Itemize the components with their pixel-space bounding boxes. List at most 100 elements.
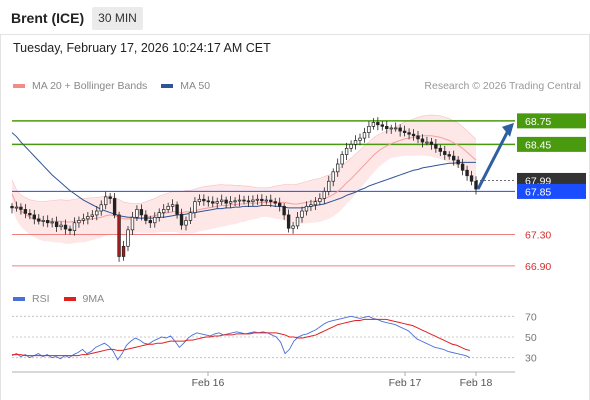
candle bbox=[385, 126, 389, 130]
price-legend: MA 20 + Bollinger Bands MA 50 bbox=[13, 80, 224, 92]
legend-label: 9MA bbox=[82, 293, 105, 305]
candle bbox=[255, 198, 260, 201]
support-label-66.90: 66.90 bbox=[525, 261, 551, 273]
candle bbox=[68, 228, 72, 231]
candle bbox=[162, 209, 166, 213]
candle bbox=[59, 224, 63, 228]
candle bbox=[81, 218, 86, 221]
x-tick-label: Feb 18 bbox=[460, 377, 493, 389]
candle bbox=[139, 209, 144, 216]
resistance-label-68.75: 68.75 bbox=[525, 116, 551, 128]
candle bbox=[46, 220, 50, 224]
candle bbox=[251, 199, 255, 202]
header-divider bbox=[0, 34, 590, 35]
ma50-swatch bbox=[161, 84, 174, 88]
candle bbox=[340, 154, 344, 165]
candle bbox=[362, 132, 367, 139]
candle bbox=[10, 205, 14, 209]
candle bbox=[90, 214, 94, 217]
candle bbox=[376, 122, 380, 126]
candle bbox=[130, 216, 135, 231]
candle bbox=[264, 199, 268, 202]
candle bbox=[300, 210, 304, 218]
candle bbox=[197, 198, 202, 202]
candle bbox=[157, 212, 161, 218]
chart-header: Brent (ICE) 30 MIN bbox=[0, 0, 590, 34]
instrument-title: Brent (ICE) bbox=[11, 10, 85, 26]
rsi-tick-50: 50 bbox=[525, 332, 537, 344]
rsi-line bbox=[11, 315, 471, 361]
resistance-tag-68.75 bbox=[517, 113, 586, 129]
candle bbox=[434, 144, 438, 149]
candle bbox=[220, 199, 224, 202]
candle bbox=[420, 138, 425, 143]
candle bbox=[126, 229, 130, 247]
candle bbox=[371, 122, 376, 127]
candle bbox=[349, 144, 353, 149]
candle bbox=[193, 201, 197, 213]
bollinger-band-area bbox=[12, 114, 476, 244]
candle bbox=[242, 199, 246, 202]
candle bbox=[327, 180, 331, 192]
candle bbox=[358, 137, 362, 141]
candle bbox=[460, 163, 465, 171]
candle bbox=[331, 171, 335, 182]
candle bbox=[389, 127, 393, 130]
support-label-67.30: 67.30 bbox=[525, 230, 551, 242]
left-border bbox=[0, 34, 1, 400]
candle bbox=[135, 209, 139, 218]
candle bbox=[291, 225, 295, 229]
pivot-label: 67.85 bbox=[525, 186, 551, 198]
candle bbox=[282, 205, 286, 216]
rsi-tick-30: 30 bbox=[525, 353, 537, 365]
rsi-swatch bbox=[13, 297, 25, 301]
candle bbox=[72, 222, 77, 231]
candle bbox=[77, 220, 81, 224]
timeframe-badge[interactable]: 30 MIN bbox=[92, 7, 143, 30]
candle bbox=[28, 213, 32, 216]
legend-item-ma50: MA 50 bbox=[161, 80, 210, 92]
candle bbox=[344, 147, 349, 155]
candle bbox=[304, 205, 309, 212]
candle bbox=[318, 198, 322, 202]
candle bbox=[246, 200, 251, 203]
rsi-legend: RSI 9MA bbox=[13, 293, 118, 305]
resistance-label-68.45: 68.45 bbox=[525, 139, 551, 151]
candle bbox=[452, 155, 456, 161]
legend-item-rsi: RSI bbox=[13, 293, 50, 305]
candle bbox=[206, 200, 210, 203]
candle bbox=[353, 140, 358, 145]
candle bbox=[224, 199, 228, 204]
candle bbox=[153, 216, 157, 224]
candle bbox=[443, 151, 447, 155]
pivot-tag bbox=[517, 183, 586, 199]
legend-label: MA 20 + Bollinger Bands bbox=[32, 80, 148, 92]
ma50-line bbox=[11, 132, 476, 219]
projection-arrowhead bbox=[502, 122, 514, 137]
candle bbox=[170, 204, 175, 207]
bollinger-swatch bbox=[13, 84, 25, 88]
9ma-swatch bbox=[63, 297, 76, 301]
candle bbox=[99, 204, 103, 212]
x-tick-label: Feb 17 bbox=[389, 377, 422, 389]
candle bbox=[121, 245, 126, 257]
candle bbox=[380, 124, 384, 127]
candle bbox=[175, 204, 179, 215]
candle bbox=[188, 212, 193, 221]
candle bbox=[309, 204, 313, 207]
legend-item-bollinger: MA 20 + Bollinger Bands bbox=[13, 80, 147, 92]
candle bbox=[233, 200, 237, 203]
candle bbox=[104, 196, 108, 206]
candle bbox=[215, 201, 219, 204]
candle bbox=[148, 220, 152, 224]
candle bbox=[54, 221, 59, 228]
candle bbox=[465, 169, 469, 177]
projection-arrow bbox=[476, 130, 510, 190]
candle bbox=[367, 126, 371, 133]
candle bbox=[41, 220, 45, 222]
candle bbox=[166, 205, 170, 210]
candle bbox=[322, 191, 326, 199]
candle bbox=[313, 201, 318, 206]
candle bbox=[19, 206, 23, 210]
